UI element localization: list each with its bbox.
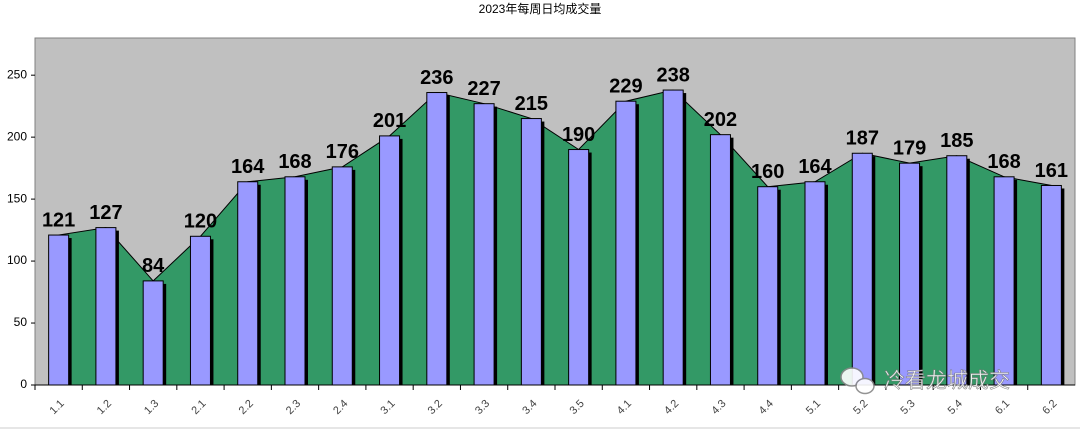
value-label: 160 <box>751 161 784 183</box>
y-tick-label: 150 <box>7 191 27 205</box>
x-tick-label: 2.1 <box>189 398 208 417</box>
value-label: 185 <box>940 130 973 152</box>
value-label: 161 <box>1035 160 1068 182</box>
bar <box>993 176 1015 386</box>
watermark-icon <box>855 377 875 395</box>
x-tick-label: 2.4 <box>331 398 350 417</box>
value-label: 168 <box>278 151 311 173</box>
x-tick-label: 6.2 <box>1040 398 1059 417</box>
bar <box>520 118 542 386</box>
bar <box>95 227 117 386</box>
x-tick-label: 4.3 <box>709 398 728 417</box>
bar <box>379 135 401 386</box>
bar <box>899 162 921 386</box>
x-tick-label: 4.1 <box>615 398 634 417</box>
y-tick-label: 100 <box>7 253 27 267</box>
bar <box>568 149 590 386</box>
value-label: 164 <box>231 156 265 178</box>
watermark: 冷看龙城成交 <box>840 367 1010 395</box>
y-tick-label: 250 <box>7 67 27 81</box>
x-tick-label: 1.2 <box>95 398 114 417</box>
bar <box>473 103 495 386</box>
bar <box>851 152 873 386</box>
bar <box>662 89 684 386</box>
value-label: 215 <box>515 93 548 115</box>
x-tick-label: 5.4 <box>946 398 965 417</box>
x-tick-label: 1.3 <box>142 398 161 417</box>
x-tick-label: 6.1 <box>993 398 1012 417</box>
bar <box>331 166 353 386</box>
bar <box>142 280 164 386</box>
x-tick-label: 3.2 <box>426 398 445 417</box>
x-tick-label: 3.5 <box>568 398 587 417</box>
x-tick-label: 2.3 <box>284 398 303 417</box>
value-label: 179 <box>893 137 926 159</box>
x-tick-label: 3.1 <box>378 398 397 417</box>
value-label: 84 <box>142 255 165 277</box>
x-tick-label: 3.4 <box>520 398 539 417</box>
bar <box>48 234 70 386</box>
x-tick-label: 5.3 <box>898 398 917 417</box>
value-label: 190 <box>562 124 595 146</box>
x-tick-label: 4.2 <box>662 398 681 417</box>
value-label: 227 <box>467 78 500 100</box>
y-tick-label: 200 <box>7 129 27 143</box>
bar <box>757 186 779 386</box>
value-label: 187 <box>846 128 879 150</box>
value-label: 201 <box>373 110 406 132</box>
x-tick-label: 3.3 <box>473 398 492 417</box>
bar <box>284 176 306 386</box>
value-label: 168 <box>987 151 1020 173</box>
bar <box>1040 184 1062 386</box>
value-label: 127 <box>89 202 122 224</box>
value-label: 238 <box>656 64 689 86</box>
x-tick-label: 5.2 <box>851 398 870 417</box>
bar <box>615 100 637 386</box>
bar <box>237 181 259 386</box>
value-label: 202 <box>704 109 737 131</box>
bar <box>709 134 731 386</box>
x-tick-label: 2.2 <box>237 398 256 417</box>
x-tick-label: 1.1 <box>48 398 67 417</box>
value-label: 164 <box>798 156 832 178</box>
value-label: 236 <box>420 67 453 89</box>
x-tick-label: 5.1 <box>804 398 823 417</box>
y-tick-label: 50 <box>14 315 28 329</box>
value-label: 229 <box>609 75 642 97</box>
value-label: 120 <box>184 211 217 233</box>
watermark-text: 冷看龙城成交 <box>884 370 1010 393</box>
chart-title: 2023年每周日均成交量 <box>479 1 602 16</box>
bar <box>189 235 211 386</box>
bar <box>426 92 448 386</box>
value-label: 176 <box>326 141 359 163</box>
value-label: 121 <box>42 209 75 231</box>
bar <box>804 181 826 386</box>
bar <box>946 155 968 386</box>
x-tick-label: 4.4 <box>757 398 776 417</box>
y-tick-label: 0 <box>20 377 27 391</box>
